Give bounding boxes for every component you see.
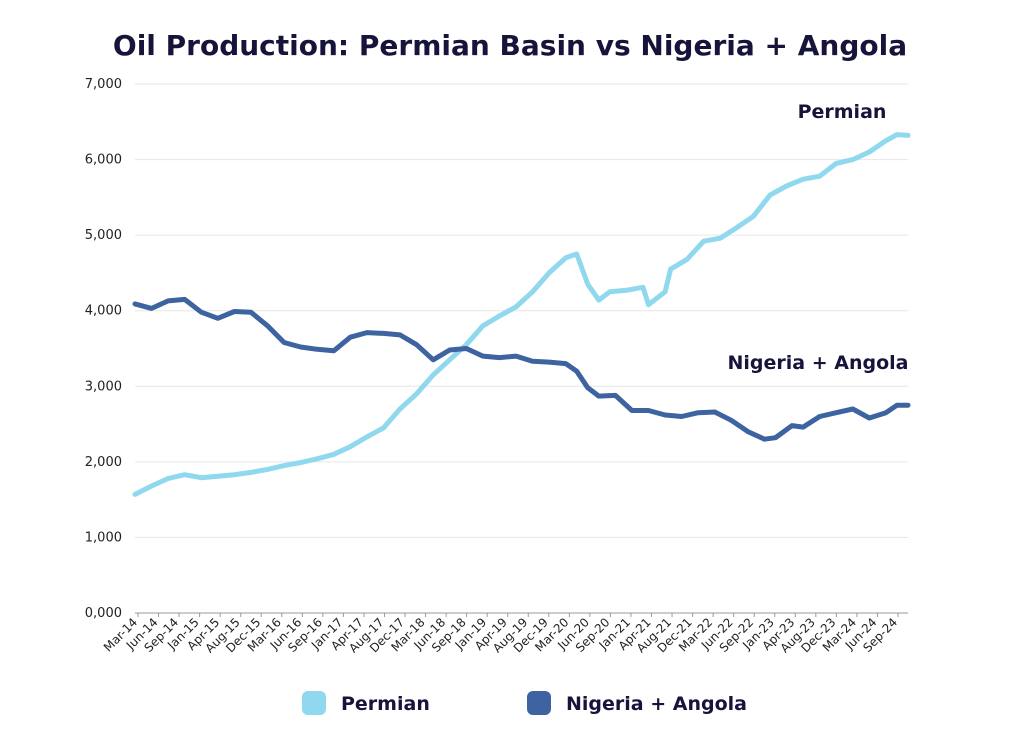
y-tick-label: 0,000	[85, 606, 122, 621]
annotation-nigeria-angola: Nigeria + Angola	[728, 352, 909, 374]
legend-swatch-nigeria-angola	[527, 691, 551, 715]
y-tick-label: 5,000	[85, 228, 122, 243]
y-tick-label: 4,000	[85, 304, 122, 319]
y-tick-label: 7,000	[85, 77, 122, 92]
y-tick-label: 2,000	[85, 455, 122, 470]
legend-label-permian: Permian	[341, 693, 430, 715]
y-tick-label: 3,000	[85, 379, 122, 394]
series-line-nigeria-angola	[132, 296, 911, 442]
annotation-permian: Permian	[798, 101, 887, 123]
x-axis: Mar-14Jun-14Sep-14Jan-15Apr-15Aug-15Dec-…	[101, 613, 900, 656]
legend-label-nigeria-angola: Nigeria + Angola	[566, 693, 747, 715]
y-tick-label: 1,000	[85, 530, 122, 545]
y-tick-label: 6,000	[85, 153, 122, 168]
series-layer	[132, 132, 911, 497]
y-axis: 0,000 1,000 2,000 3,000 4,000 5,000 6,000 7,000	[85, 77, 122, 621]
series-line-permian	[132, 132, 911, 497]
grid-lines	[135, 83, 908, 614]
chart-title: Oil Production: Permian Basin vs Nigeria…	[113, 29, 907, 62]
legend: Permian Nigeria + Angola	[302, 691, 747, 715]
legend-swatch-permian	[302, 691, 326, 715]
